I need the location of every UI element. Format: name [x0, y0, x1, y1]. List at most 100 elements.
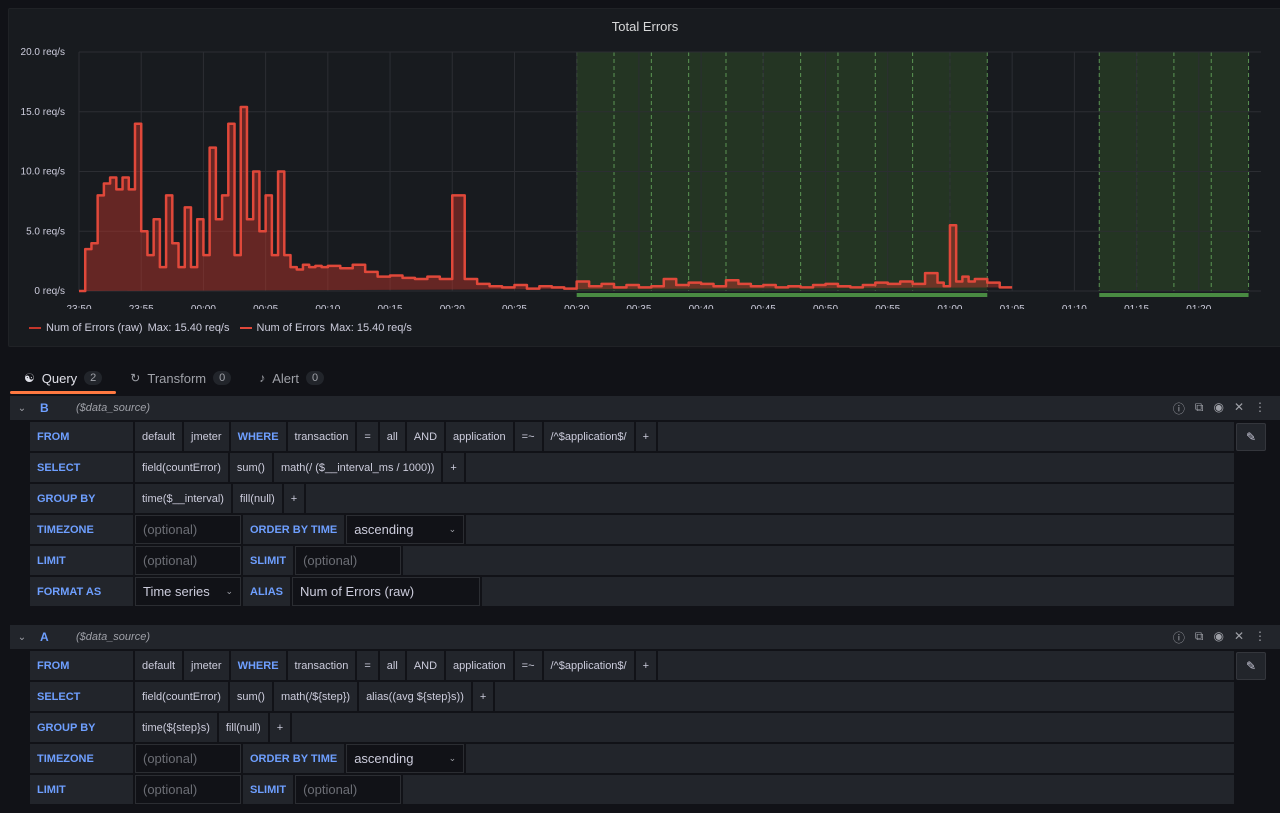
where-segment[interactable]: transaction: [287, 422, 356, 451]
trash-icon[interactable]: ✕: [1233, 399, 1244, 414]
select-function[interactable]: sum(): [229, 682, 272, 711]
group-by-segment[interactable]: fill(null): [218, 713, 268, 742]
where-condition[interactable]: AND: [406, 422, 445, 451]
format-row: FORMAT AS Time series ⌄ ALIAS Num of Erro…: [10, 577, 1280, 606]
add-where-button[interactable]: +: [635, 422, 657, 451]
query-ref-id[interactable]: A: [40, 630, 49, 644]
eye-icon[interactable]: ◉: [1213, 399, 1224, 414]
select-function[interactable]: math(/${step}): [273, 682, 358, 711]
select-label: SELECT: [30, 682, 133, 711]
query-row-b: ⌄ B ($data_source) ⓘ ⧉ ◉ ✕ ⋮ FROM defaul…: [10, 396, 1280, 606]
trash-icon[interactable]: ✕: [1233, 628, 1244, 643]
slimit-input[interactable]: (optional): [295, 546, 402, 575]
select-row: SELECT field(countError) sum() math(/ ($…: [10, 453, 1280, 482]
errors-chart: 0 req/s 5.0 req/s 10.0 req/s 15.0 req/s 20.0…: [21, 47, 1261, 309]
query-datasource: ($data_source): [76, 402, 150, 414]
select-field[interactable]: field(countError): [135, 453, 228, 482]
series-line-avg: [79, 105, 1013, 293]
y-tick-label: 20.0 req/s: [21, 47, 65, 58]
tab-count: 0: [305, 371, 325, 385]
measurement-segment[interactable]: jmeter: [184, 422, 229, 451]
editor-tabs: ☯ Query 2 ↻ Transform 0 ♪ Alert 0: [10, 364, 338, 394]
query-header[interactable]: ⌄ A ($data_source) ⓘ ⧉ ◉ ✕ ⋮: [10, 625, 1280, 649]
where-segment[interactable]: /^$application$/: [543, 422, 634, 451]
chevron-down-icon[interactable]: ⌄: [17, 631, 27, 643]
policy-segment[interactable]: default: [135, 422, 183, 451]
duplicate-icon[interactable]: ⧉: [1194, 628, 1204, 643]
timezone-input[interactable]: (optional): [135, 744, 241, 773]
tab-query[interactable]: ☯ Query 2: [10, 364, 117, 394]
format-as-value: Time series: [143, 584, 210, 599]
add-select-button[interactable]: +: [443, 453, 464, 482]
where-operator[interactable]: =~: [514, 422, 542, 451]
eye-icon[interactable]: ◉: [1213, 628, 1224, 643]
add-group-by-button[interactable]: +: [283, 484, 305, 513]
x-tick-label: 23:55: [129, 304, 154, 309]
where-segment[interactable]: application: [446, 651, 513, 680]
add-where-button[interactable]: +: [635, 651, 657, 680]
limit-input[interactable]: (optional): [135, 775, 241, 804]
measurement-segment[interactable]: jmeter: [184, 651, 229, 680]
where-label: WHERE: [230, 422, 286, 451]
row-filler: [292, 713, 1234, 742]
chevron-down-icon: ⌄: [448, 524, 457, 534]
where-operator[interactable]: =~: [514, 651, 542, 680]
where-operator[interactable]: =: [357, 422, 378, 451]
where-segment[interactable]: all: [379, 651, 405, 680]
order-by-select[interactable]: ascending ⌄: [346, 744, 465, 773]
help-icon[interactable]: ⓘ: [1172, 401, 1185, 416]
x-tick-label: 00:05: [253, 304, 278, 309]
select-function[interactable]: alias((avg ${step}s)): [359, 682, 471, 711]
duplicate-icon[interactable]: ⧉: [1194, 399, 1204, 414]
add-group-by-button[interactable]: +: [269, 713, 291, 742]
order-by-select[interactable]: ascending ⌄: [346, 515, 465, 544]
group-by-segment[interactable]: time($__interval): [135, 484, 231, 513]
legend-item-raw[interactable]: Num of Errors (raw) Max: 15.40 req/s: [29, 322, 230, 334]
row-filler: [465, 453, 1234, 482]
panel-title[interactable]: Total Errors: [611, 19, 679, 34]
timezone-input[interactable]: (optional): [135, 515, 241, 544]
where-operator[interactable]: =: [357, 651, 378, 680]
chevron-down-icon[interactable]: ⌄: [17, 402, 27, 414]
group-by-segment[interactable]: fill(null): [232, 484, 282, 513]
format-as-select[interactable]: Time series ⌄: [135, 577, 241, 606]
from-row: FROM default jmeter WHERE transaction = …: [10, 422, 1280, 451]
limit-input[interactable]: (optional): [135, 546, 241, 575]
where-segment[interactable]: /^$application$/: [543, 651, 634, 680]
where-condition[interactable]: AND: [406, 651, 445, 680]
select-function[interactable]: sum(): [229, 453, 272, 482]
legend-item-avg[interactable]: Num of Errors Max: 15.40 req/s: [239, 322, 412, 334]
pencil-icon[interactable]: ✎: [1236, 652, 1266, 680]
y-tick-label: 5.0 req/s: [26, 226, 65, 237]
from-label: FROM: [30, 651, 133, 680]
tab-transform[interactable]: ↻ Transform 0: [116, 364, 245, 392]
drag-handle-icon[interactable]: ⋮: [1254, 399, 1266, 414]
where-segment[interactable]: all: [379, 422, 405, 451]
x-tick-label: 00:40: [689, 304, 714, 309]
pencil-icon[interactable]: ✎: [1236, 423, 1266, 451]
format-as-label: FORMAT AS: [30, 577, 133, 606]
tab-alert[interactable]: ♪ Alert 0: [245, 364, 338, 392]
select-function[interactable]: math(/ ($__interval_ms / 1000)): [273, 453, 442, 482]
drag-handle-icon[interactable]: ⋮: [1254, 628, 1266, 643]
group-by-segment[interactable]: time(${step}s): [135, 713, 217, 742]
slimit-label: SLIMIT: [243, 775, 294, 804]
slimit-input[interactable]: (optional): [295, 775, 402, 804]
x-tick-label: 01:10: [1062, 304, 1087, 309]
tab-count: 2: [84, 371, 103, 385]
add-select-button[interactable]: +: [472, 682, 494, 711]
help-icon[interactable]: ⓘ: [1172, 630, 1185, 645]
query-header[interactable]: ⌄ B ($data_source) ⓘ ⧉ ◉ ✕ ⋮: [10, 396, 1280, 420]
select-field[interactable]: field(countError): [135, 682, 228, 711]
x-tick-label: 00:25: [502, 304, 527, 309]
query-datasource: ($data_source): [76, 631, 150, 643]
alias-input[interactable]: Num of Errors (raw): [292, 577, 480, 606]
query-ref-id[interactable]: B: [40, 401, 49, 415]
row-filler: [482, 577, 1234, 606]
where-segment[interactable]: transaction: [287, 651, 356, 680]
where-label: WHERE: [230, 651, 286, 680]
x-tick-label: 00:55: [875, 304, 900, 309]
policy-segment[interactable]: default: [135, 651, 183, 680]
order-by-label: ORDER BY TIME: [243, 744, 345, 773]
where-segment[interactable]: application: [446, 422, 513, 451]
